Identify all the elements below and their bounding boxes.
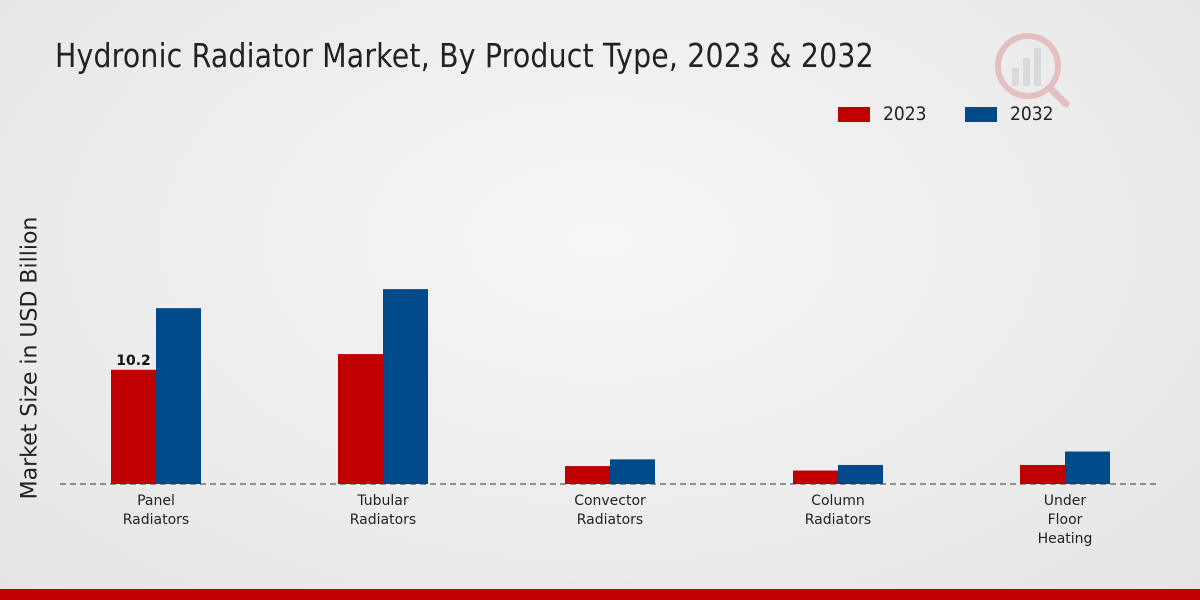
x-tick-label-tubular-radiators: Tubular Radiators	[350, 493, 416, 528]
legend: 2023 2032	[838, 103, 1093, 125]
bar-2023-tubular-radiators	[338, 354, 383, 484]
chart-title: Hydronic Radiator Market, By Product Typ…	[55, 36, 874, 75]
watermark-logo-icon	[995, 33, 1070, 108]
legend-label-2032: 2032	[1010, 103, 1054, 125]
legend-item-2023: 2023	[838, 103, 931, 125]
bar-2023-under-floor-heating	[1020, 464, 1065, 484]
bar-2032-convector-radiators	[610, 459, 655, 484]
legend-item-2032: 2032	[965, 103, 1058, 125]
bar-2023-convector-radiators	[565, 466, 610, 484]
legend-swatch-2032	[965, 106, 998, 122]
bar-2023-column-radiators	[793, 470, 838, 484]
bar-2023-panel-radiators	[111, 369, 156, 484]
bar-2032-under-floor-heating	[1065, 451, 1110, 484]
bar-2032-column-radiators	[838, 464, 883, 484]
data-label-2023-panel-radiators: 10.2	[116, 353, 151, 369]
x-tick-label-under-floor-heating: Under Floor Heating	[1038, 493, 1093, 547]
x-tick-label-column-radiators: Column Radiators	[805, 493, 871, 528]
legend-label-2023: 2023	[883, 103, 927, 125]
x-tick-label-panel-radiators: Panel Radiators	[123, 493, 189, 528]
legend-swatch-2023	[838, 106, 870, 122]
footer-bar	[0, 589, 1200, 600]
bar-2032-panel-radiators	[156, 308, 201, 484]
bar-2032-tubular-radiators	[383, 289, 428, 484]
x-tick-label-convector-radiators: Convector Radiators	[574, 493, 646, 528]
